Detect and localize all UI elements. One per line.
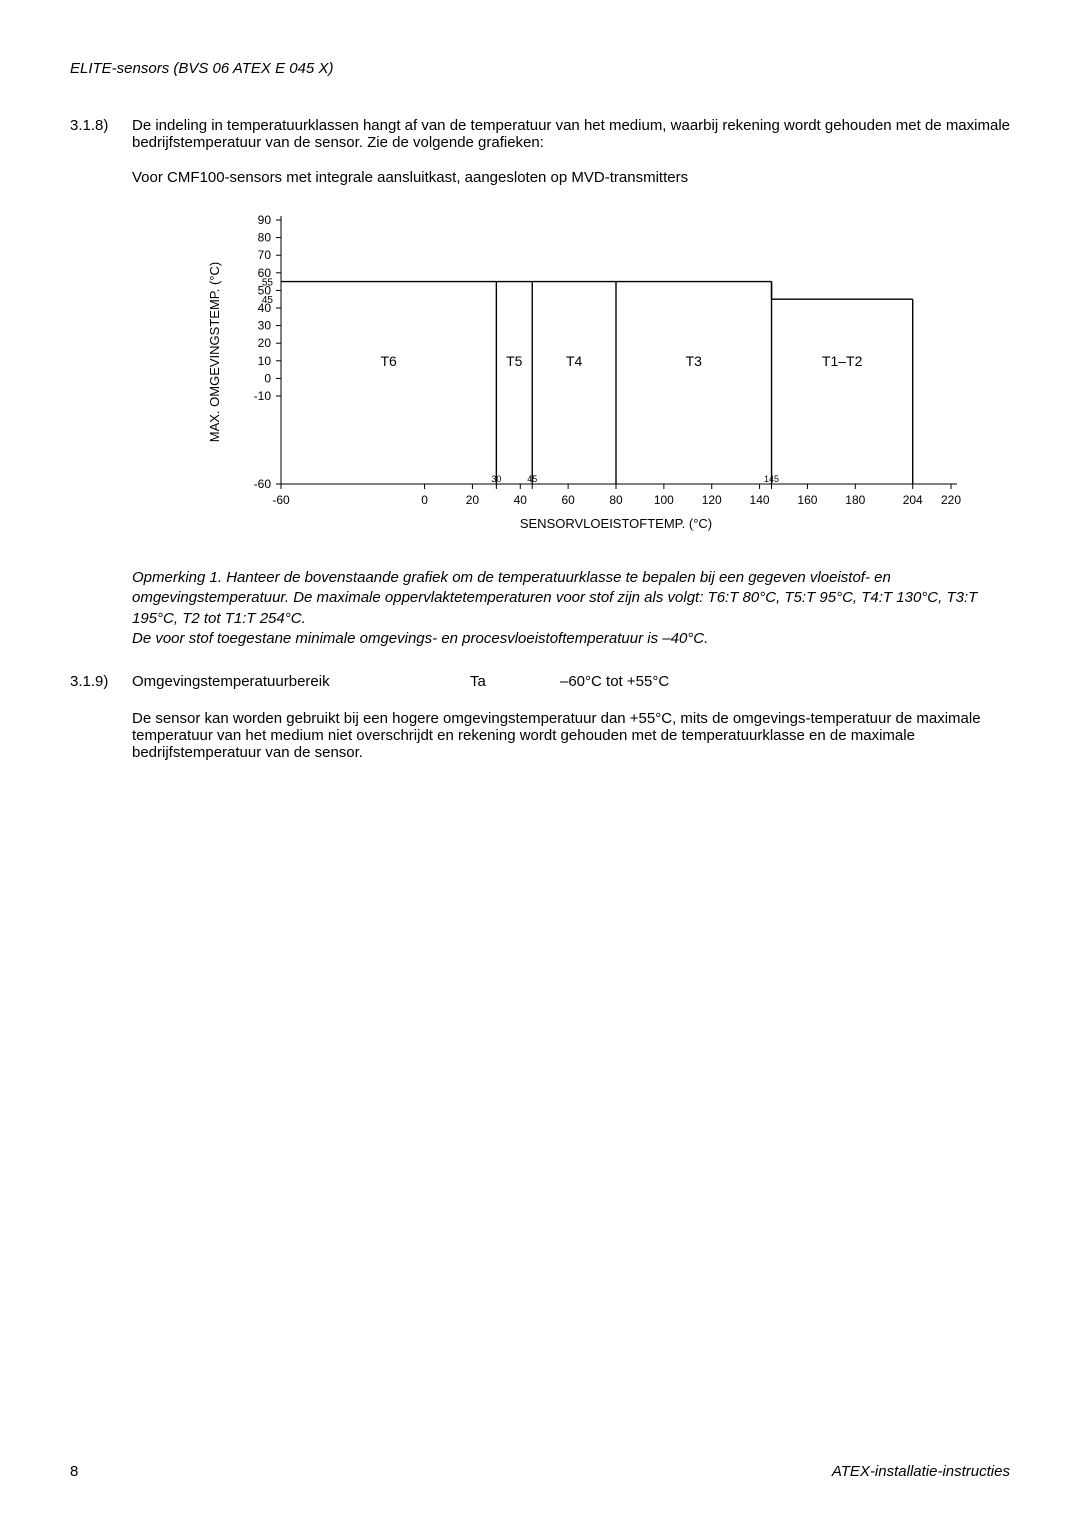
svg-text:70: 70 (258, 248, 272, 262)
svg-text:10: 10 (258, 354, 272, 368)
svg-text:100: 100 (654, 493, 674, 507)
svg-text:T4: T4 (566, 353, 583, 369)
svg-text:30: 30 (258, 319, 272, 333)
chart-note-line2: De voor stof toegestane minimale omgevin… (132, 630, 708, 647)
svg-text:SENSORVLOEISTOFTEMP. (°C): SENSORVLOEISTOFTEMP. (°C) (520, 516, 712, 531)
section-318-number: 3.1.8) (70, 117, 132, 186)
section-319-symbol: Ta (470, 673, 560, 690)
section-318-body: De indeling in temperatuurklassen hangt … (132, 117, 1010, 186)
chart-note: Opmerking 1. Hanteer de bovenstaande gra… (132, 568, 1010, 649)
temperature-chart: -60-1001020304050607080904555-6002040608… (132, 204, 1010, 554)
section-318: 3.1.8) De indeling in temperatuurklassen… (70, 117, 1010, 186)
svg-text:-10: -10 (254, 389, 272, 403)
section-319-number: 3.1.9) (70, 673, 132, 690)
section-319-body-row: De sensor kan worden gebruikt bij een ho… (70, 710, 1010, 761)
footer-doc-ref: ATEX-installatie-instructies (832, 1463, 1010, 1480)
svg-text:T6: T6 (381, 353, 398, 369)
svg-text:55: 55 (262, 278, 274, 289)
svg-text:MAX. OMGEVINGSTEMP. (°C): MAX. OMGEVINGSTEMP. (°C) (207, 262, 222, 442)
svg-text:-60: -60 (254, 477, 272, 491)
svg-text:20: 20 (258, 336, 272, 350)
svg-text:0: 0 (421, 493, 428, 507)
section-319-row: 3.1.9) Omgevingstemperatuurbereik Ta –60… (70, 673, 1010, 690)
chart-note-line1: Opmerking 1. Hanteer de bovenstaande gra… (132, 569, 977, 627)
svg-text:204: 204 (903, 493, 923, 507)
svg-text:20: 20 (466, 493, 480, 507)
svg-text:90: 90 (258, 213, 272, 227)
svg-text:T5: T5 (506, 353, 523, 369)
svg-text:140: 140 (750, 493, 770, 507)
section-319-label: Omgevingstemperatuurbereik (132, 673, 470, 690)
svg-text:-60: -60 (272, 493, 290, 507)
svg-text:60: 60 (561, 493, 575, 507)
svg-text:80: 80 (258, 231, 272, 245)
chart-svg: -60-1001020304050607080904555-6002040608… (161, 204, 981, 554)
svg-text:160: 160 (797, 493, 817, 507)
section-319-value: –60°C tot +55°C (560, 673, 669, 690)
svg-text:220: 220 (941, 493, 961, 507)
footer-page-number: 8 (70, 1463, 78, 1480)
svg-text:80: 80 (609, 493, 623, 507)
svg-text:40: 40 (514, 493, 528, 507)
page-footer: 8 ATEX-installatie-instructies (70, 1463, 1010, 1480)
svg-text:0: 0 (264, 371, 271, 385)
svg-text:T1–T2: T1–T2 (822, 353, 863, 369)
svg-text:120: 120 (702, 493, 722, 507)
section-318-text: De indeling in temperatuurklassen hangt … (132, 117, 1010, 151)
page-header-title: ELITE-sensors (BVS 06 ATEX E 045 X) (70, 60, 1010, 77)
svg-text:T3: T3 (686, 353, 703, 369)
section-318-subtext: Voor CMF100-sensors met integrale aanslu… (132, 169, 1010, 186)
section-319-body: De sensor kan worden gebruikt bij een ho… (132, 710, 1010, 761)
svg-text:180: 180 (845, 493, 865, 507)
svg-text:45: 45 (262, 295, 274, 306)
